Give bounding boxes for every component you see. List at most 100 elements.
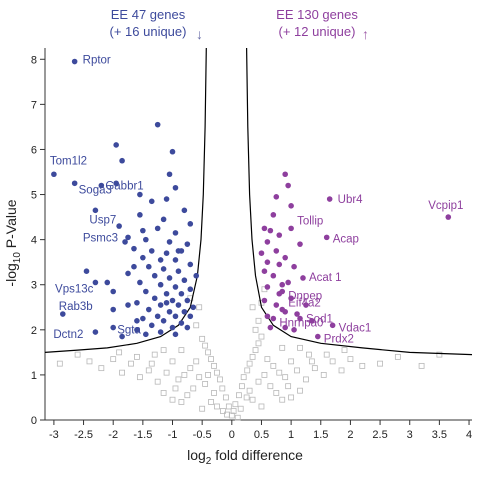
nonsignificant-point (219, 385, 226, 392)
gene-label-down: Rptor (83, 55, 111, 67)
downregulated-point (163, 290, 170, 297)
gene-label-down: Dctn2 (53, 329, 83, 341)
downregulated-point (113, 142, 119, 148)
downregulated-point (172, 230, 179, 236)
nonsignificant-point (116, 349, 123, 356)
downregulated-point (110, 306, 117, 313)
downregulated-point (181, 277, 188, 284)
downregulated-point (175, 302, 182, 308)
nonsignificant-point (202, 381, 209, 387)
downregulated-point (187, 221, 194, 227)
upregulated-point (279, 281, 286, 288)
nonsignificant-point (222, 394, 229, 401)
nonsignificant-point (184, 392, 191, 399)
nonsignificant-point (329, 358, 336, 365)
nonsignificant-point (288, 358, 295, 365)
nonsignificant-point (261, 372, 268, 378)
downregulated-point (160, 266, 167, 272)
downregulated-point-labeled (110, 324, 117, 331)
downregulated-point-labeled (71, 58, 78, 65)
x-tick-label: 4 (466, 429, 472, 441)
upregulated-point (267, 324, 274, 331)
nonsignificant-points (56, 286, 443, 421)
downregulated-point (119, 333, 125, 340)
upregulated-point (309, 318, 315, 324)
gene-label-down: Vps13c (55, 283, 94, 295)
downregulated-point (157, 329, 164, 335)
nonsignificant-point (160, 347, 167, 354)
gene-label-up: Acat 1 (309, 272, 342, 284)
gene-label-down: Soga3 (79, 184, 112, 196)
upregulated-point-labeled (329, 322, 336, 329)
downregulated-point (119, 157, 125, 164)
gene-label-up: Prdx2 (324, 334, 354, 346)
gene-label-up: Eif4a2 (288, 298, 321, 310)
downregulated-point (172, 331, 179, 338)
x-tick-label: 0.5 (254, 429, 269, 441)
upregulated-point (297, 241, 303, 247)
downregulated-point (137, 191, 143, 198)
nonsignificant-point (258, 333, 265, 340)
upregulated-point (270, 212, 277, 218)
upregulated-header-line2: (+ 12 unique) (278, 24, 356, 39)
gene-label-up: Hnrnpa0 (279, 318, 323, 330)
y-tick-label: 3 (31, 280, 37, 292)
upregulated-point (258, 250, 265, 256)
downregulated-point (184, 297, 191, 304)
upregulated-point (285, 279, 291, 286)
downregulated-point (140, 227, 146, 234)
upregulated-point (261, 225, 268, 232)
downregulated-point (175, 268, 182, 275)
downregulated-point (187, 261, 194, 268)
downregulated-point (166, 171, 173, 178)
nonsignificant-point (273, 390, 280, 396)
downregulated-point (145, 306, 152, 313)
downregulated-point-labeled (125, 234, 131, 241)
nonsignificant-point (249, 304, 256, 311)
upregulated-point (282, 324, 288, 331)
nonsignificant-point (308, 358, 315, 365)
y-tick-label: 5 (31, 190, 37, 202)
downregulated-point (166, 239, 173, 245)
y-axis-label-sub: 10 (12, 252, 23, 264)
downregulated-point (169, 148, 176, 155)
gene-label-down: Gabbr1 (105, 181, 143, 193)
downregulated-point (157, 281, 164, 288)
upregulated-point (291, 263, 297, 270)
downregulated-point (104, 279, 111, 286)
downregulated-point-labeled (98, 182, 105, 189)
x-tick-label: -3 (49, 429, 59, 441)
nonsignificant-point (202, 342, 209, 349)
downregulated-point (181, 207, 188, 214)
nonsignificant-point (196, 304, 203, 311)
nonsignificant-point (225, 403, 232, 410)
nonsignificant-point (338, 367, 345, 374)
nonsignificant-point (320, 372, 327, 378)
nonsignificant-point (196, 374, 203, 381)
x-tick-label: 1 (288, 429, 294, 441)
nonsignificant-point (258, 403, 265, 410)
downregulated-point-labeled (59, 311, 66, 317)
nonsignificant-point (190, 385, 197, 392)
gene-label-down: Usp7 (89, 214, 116, 226)
nonsignificant-point (205, 349, 211, 356)
downregulated-point (116, 223, 122, 229)
downregulated-point (145, 263, 152, 270)
downregulated-point (160, 216, 167, 223)
nonsignificant-point (279, 396, 286, 403)
threshold-curve-left (44, 47, 207, 353)
downregulated-point (193, 272, 200, 279)
nonsignificant-point (311, 365, 318, 372)
y-axis-label-pre: -log (3, 263, 19, 286)
nonsignificant-point (246, 360, 253, 367)
nonsignificant-point (172, 385, 179, 392)
downregulated-point (134, 318, 140, 324)
upregulated-point (273, 194, 280, 200)
downregulated-point (163, 299, 170, 306)
y-tick-label: 1 (31, 370, 37, 382)
upregulated-header: EE 130 genes (+ 12 unique) (262, 6, 372, 40)
upregulated-point-labeled (323, 234, 330, 241)
nonsignificant-point (74, 351, 81, 358)
y-tick-label: 8 (31, 54, 37, 66)
nonsignificant-point (56, 360, 63, 367)
